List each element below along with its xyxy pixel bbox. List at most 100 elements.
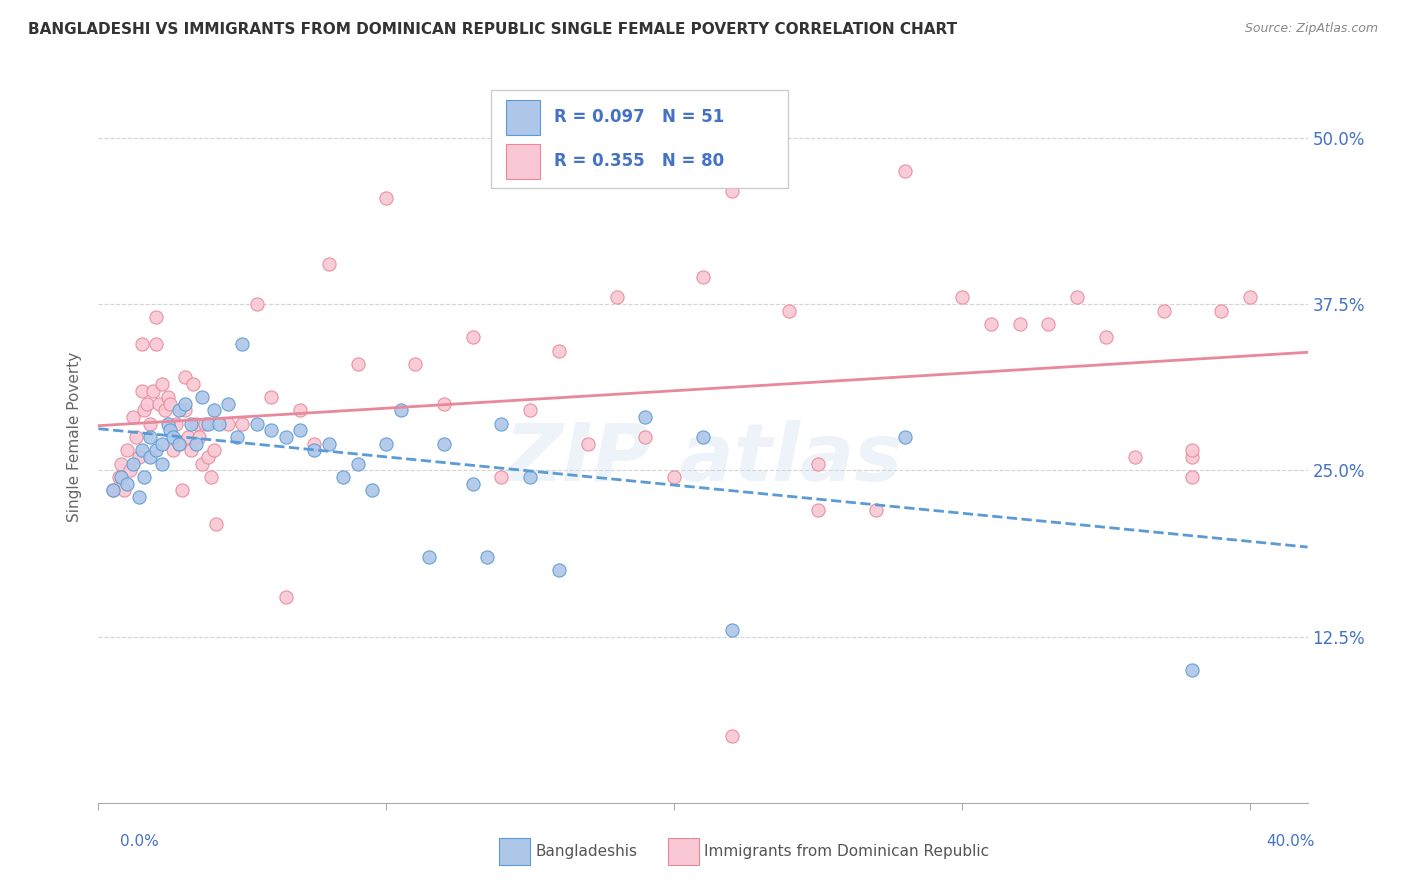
Point (318, 436, 340, 450)
Point (110, 470, 132, 484)
Point (150, 457, 173, 471)
Point (404, 357, 426, 371)
Point (162, 430, 184, 444)
Point (274, 590, 297, 604)
Text: Bangladeshis: Bangladeshis (536, 845, 638, 859)
Point (202, 403, 225, 417)
Point (191, 390, 214, 404)
Text: R = 0.097   N = 51: R = 0.097 N = 51 (554, 109, 724, 127)
Point (112, 483, 135, 498)
Point (548, 343, 571, 358)
Point (576, 436, 599, 450)
Point (115, 443, 138, 458)
Point (128, 490, 150, 504)
Point (375, 436, 398, 450)
Bar (506, 144, 540, 179)
Point (778, 303, 800, 318)
Point (548, 563, 571, 577)
Point (200, 470, 222, 484)
Point (461, 476, 484, 491)
Point (288, 424, 311, 438)
Point (1123, 450, 1146, 464)
Point (1066, 290, 1088, 304)
Point (332, 470, 354, 484)
Point (139, 430, 162, 444)
Point (159, 424, 181, 438)
Point (375, 191, 398, 205)
Point (156, 390, 179, 404)
Point (202, 443, 225, 458)
Point (217, 397, 239, 411)
Point (1211, 303, 1233, 318)
Point (217, 417, 239, 431)
Point (1181, 443, 1204, 458)
Point (162, 443, 184, 458)
Point (1038, 317, 1060, 331)
Point (107, 470, 129, 484)
Point (191, 457, 214, 471)
Point (167, 403, 190, 417)
Point (491, 470, 513, 484)
Point (122, 410, 145, 425)
Point (231, 417, 253, 431)
Point (115, 476, 138, 491)
Point (197, 417, 219, 431)
Text: 40.0%: 40.0% (1267, 834, 1315, 849)
Point (692, 270, 714, 285)
Point (173, 397, 195, 411)
Point (1095, 330, 1118, 344)
Point (120, 463, 142, 477)
Point (134, 470, 156, 484)
Point (634, 410, 657, 425)
Point (1153, 303, 1175, 318)
Point (361, 483, 384, 498)
Point (188, 430, 211, 444)
Point (110, 457, 132, 471)
Point (346, 457, 368, 471)
Point (1181, 470, 1204, 484)
Point (180, 417, 202, 431)
Point (131, 337, 153, 351)
Point (122, 457, 145, 471)
Point (156, 417, 179, 431)
Point (231, 337, 253, 351)
Point (246, 417, 269, 431)
Point (205, 516, 228, 531)
Point (433, 397, 456, 411)
Point (167, 436, 190, 450)
Point (634, 430, 657, 444)
Point (139, 417, 162, 431)
Point (173, 370, 195, 384)
Point (692, 430, 714, 444)
Point (260, 390, 283, 404)
Y-axis label: Single Female Poverty: Single Female Poverty (67, 352, 83, 522)
Point (664, 470, 686, 484)
Point (389, 403, 412, 417)
Point (475, 549, 498, 564)
Point (148, 397, 170, 411)
Point (145, 337, 167, 351)
Point (304, 443, 326, 458)
Point (519, 470, 541, 484)
Point (304, 436, 326, 450)
Point (159, 397, 181, 411)
FancyBboxPatch shape (492, 90, 787, 188)
Point (346, 357, 368, 371)
Point (1008, 317, 1031, 331)
Point (288, 403, 311, 417)
Point (176, 430, 198, 444)
Point (720, 623, 742, 637)
Point (145, 443, 167, 458)
Point (807, 503, 830, 517)
Point (134, 403, 156, 417)
Text: Immigrants from Dominican Republic: Immigrants from Dominican Republic (704, 845, 990, 859)
Point (131, 384, 153, 398)
Point (142, 384, 165, 398)
Point (1181, 663, 1204, 677)
Point (170, 483, 193, 498)
Point (208, 417, 231, 431)
Point (807, 457, 830, 471)
Point (150, 376, 173, 391)
Point (128, 450, 150, 464)
Point (197, 450, 219, 464)
